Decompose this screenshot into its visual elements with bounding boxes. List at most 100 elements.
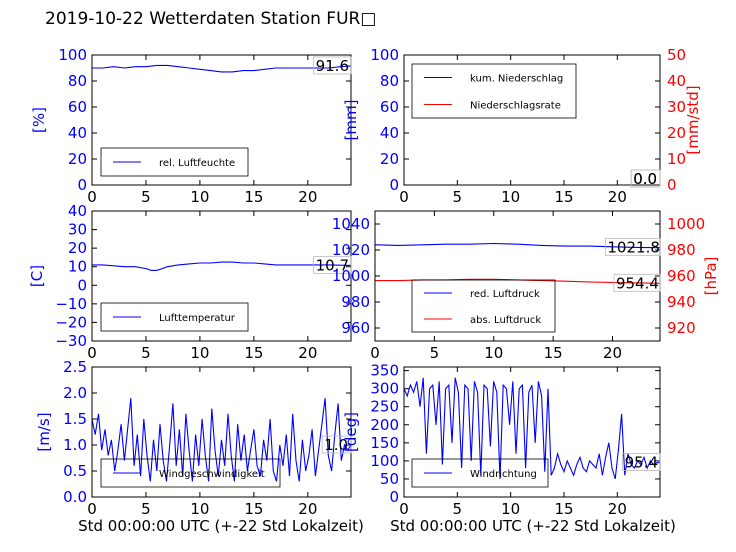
series-line-1 xyxy=(375,242,660,249)
y2-axis-label: [hPa] xyxy=(702,257,720,296)
value-annotation: 1021.8 xyxy=(607,239,660,257)
x-tick-label: 5 xyxy=(141,344,151,362)
x-tick-label: 10 xyxy=(501,500,520,518)
x-axis-label-left: Std 00:00:00 UTC (+-22 Std Lokalzeit) xyxy=(78,517,364,535)
x-tick-label: 0 xyxy=(87,500,97,518)
y2-axis-label: [mm/std] xyxy=(684,85,702,154)
y-tick-label: 60 xyxy=(68,98,87,116)
y-axis-label: [deg] xyxy=(342,412,360,452)
legend-box xyxy=(411,63,577,119)
x-tick-label: 15 xyxy=(244,500,263,518)
y-tick-label: −20 xyxy=(55,313,87,331)
y2-tick-label: 960 xyxy=(667,267,696,285)
y-tick-label: 100 xyxy=(58,46,87,64)
y2-tick-label: 1000 xyxy=(667,215,705,233)
x-tick-label: 20 xyxy=(298,500,317,518)
x-tick-label: 5 xyxy=(141,188,151,206)
plot-frame xyxy=(403,54,661,186)
y2-tick-label: 10 xyxy=(667,150,686,168)
y-tick-label: 1.5 xyxy=(63,410,87,428)
x-tick-label: 5 xyxy=(141,500,151,518)
value-annotation: 0.0 xyxy=(633,170,657,188)
value-annotation: 95.4 xyxy=(625,454,658,472)
y-axis-label: [%] xyxy=(30,107,48,133)
y-tick-label: 980 xyxy=(341,293,370,311)
x-tick-label: 15 xyxy=(554,500,573,518)
series-line-1 xyxy=(92,64,351,73)
x-tick-label: 10 xyxy=(190,500,209,518)
y-tick-label: 150 xyxy=(370,434,399,452)
y-tick-label: 100 xyxy=(370,452,399,470)
legend-label-1: Windgeschwindigkeit xyxy=(159,469,265,480)
x-tick-label: 10 xyxy=(484,344,503,362)
plot-frame xyxy=(91,54,352,186)
y-tick-label: 960 xyxy=(341,319,370,337)
plot-frame xyxy=(91,210,352,342)
x-tick-label: 15 xyxy=(244,188,263,206)
y-tick-label: 30 xyxy=(68,221,87,239)
legend-box xyxy=(100,458,281,488)
x-tick-label: 10 xyxy=(190,344,209,362)
y-tick-label: 60 xyxy=(380,98,399,116)
x-tick-label: 15 xyxy=(554,188,573,206)
title-text: 2019-10-22 Wetterdaten Station FUR xyxy=(45,9,361,29)
y-tick-label: 0.5 xyxy=(63,462,87,480)
value-annotation: 91.6 xyxy=(316,57,349,75)
x-tick-label: 0 xyxy=(370,344,380,362)
x-tick-label: 0 xyxy=(399,188,409,206)
value-annotation: 954.4 xyxy=(616,274,659,292)
y-tick-label: 1000 xyxy=(332,267,370,285)
x-tick-label: 5 xyxy=(430,344,440,362)
chart-winddirection: 0 5 10 15 20050100150200250300350[deg]Windri… xyxy=(342,362,661,518)
value-annotation-box xyxy=(321,435,352,454)
plot-frame xyxy=(91,366,352,498)
x-tick-label: 15 xyxy=(244,344,263,362)
series-line-1 xyxy=(92,398,351,482)
y-tick-label: 80 xyxy=(68,72,87,90)
legend-label-1: Windrichtung xyxy=(470,469,537,480)
y-tick-label: −10 xyxy=(55,295,87,313)
x-tick-label: 5 xyxy=(453,188,463,206)
y-tick-label: 250 xyxy=(370,398,399,416)
y-tick-label: 50 xyxy=(380,470,399,488)
value-annotation-box xyxy=(313,56,352,75)
legend-label-2: Niederschlagsrate xyxy=(470,101,561,112)
y-tick-label: 80 xyxy=(380,72,399,90)
y-axis-label: [mm] xyxy=(342,100,360,141)
series-line-1 xyxy=(404,377,660,480)
y-tick-label: 20 xyxy=(68,150,87,168)
x-tick-label: 20 xyxy=(298,188,317,206)
y-tick-label: 40 xyxy=(68,124,87,142)
title-missing-glyph: □ xyxy=(360,9,377,29)
x-tick-label: 5 xyxy=(453,500,463,518)
y2-tick-label: 40 xyxy=(667,72,686,90)
value-annotation-box xyxy=(630,169,661,188)
series-line-1 xyxy=(92,261,351,271)
y-tick-label: 2.5 xyxy=(63,358,87,376)
chart-pressure: 0 5 10 15 20 960 980 1000 1020 1040 920 940 960 980 10… xyxy=(332,210,720,362)
chart-precipitation: 0 5 10 15 20 0 20 40 60 80 100 0 10 20 30 40 50 [mm] [mm/s… xyxy=(342,46,702,206)
x-tick-label: 10 xyxy=(501,188,520,206)
legend-box xyxy=(100,302,249,332)
y-tick-label: 0 xyxy=(389,488,399,506)
legend-box xyxy=(411,458,549,488)
x-tick-label: 20 xyxy=(608,188,627,206)
y2-tick-label: 20 xyxy=(667,124,686,142)
y-tick-label: 100 xyxy=(370,46,399,64)
x-tick-label: 0 xyxy=(87,188,97,206)
x-tick-label: 20 xyxy=(608,500,627,518)
x-tick-label: 15 xyxy=(544,344,563,362)
y-tick-label: 1040 xyxy=(332,215,370,233)
y-tick-label: 20 xyxy=(68,239,87,257)
y-tick-label: 0 xyxy=(389,176,399,194)
y2-tick-label: 980 xyxy=(667,241,696,259)
legend-label-1: red. Luftdruck xyxy=(470,289,540,300)
y-tick-label: 2.0 xyxy=(63,384,87,402)
y2-tick-label: 50 xyxy=(667,46,686,64)
value-annotation-box xyxy=(605,238,661,257)
y-axis-label: [m/s] xyxy=(35,412,53,451)
chart-humidity: 0 5 10 15 20 0 20 40 60 80 100 [%] rel. Luftfeuchte 9… xyxy=(30,46,352,206)
value-annotation-box xyxy=(313,256,352,274)
y2-tick-label: 920 xyxy=(667,319,696,337)
